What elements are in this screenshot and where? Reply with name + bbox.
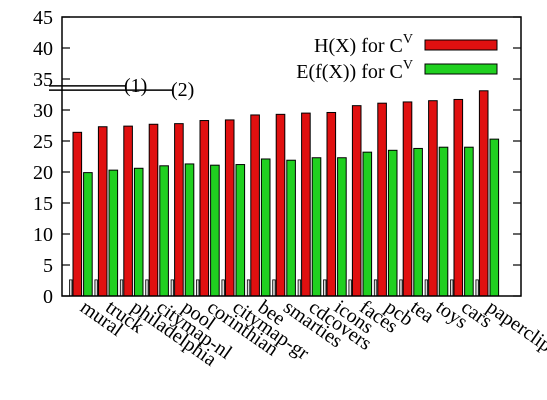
bar-h: [72, 131, 83, 297]
x-tick-label: paperclips: [483, 296, 547, 361]
base-bar: [450, 279, 454, 297]
bar-h: [275, 113, 286, 297]
bar-h: [97, 126, 108, 297]
bar-e: [337, 157, 347, 297]
bar-h: [351, 105, 362, 297]
bar-e: [387, 149, 398, 297]
y-tick-label: 45: [33, 7, 53, 29]
base-bar: [424, 279, 429, 297]
bar-h: [453, 98, 464, 297]
legend-swatch-e: [424, 63, 498, 75]
base-bar: [196, 279, 200, 297]
base-bar: [373, 279, 378, 297]
bar-e: [413, 147, 423, 297]
base-bar: [323, 279, 327, 297]
legend-label-h: H(X) for CV: [314, 32, 413, 57]
bar-h: [123, 125, 133, 297]
bar-h: [174, 123, 184, 297]
y-tick-label: 20: [33, 162, 53, 184]
bar-e: [489, 138, 500, 297]
bar-h: [478, 90, 489, 297]
bars-layer: [69, 90, 500, 297]
bar-e: [311, 157, 322, 297]
bar-e: [235, 164, 246, 297]
y-tick-label: 40: [33, 38, 53, 60]
base-bar: [119, 279, 124, 297]
bar-e: [83, 172, 93, 297]
bar-e: [362, 151, 373, 297]
reference-line-label: (2): [171, 79, 194, 101]
base-bar: [297, 279, 302, 297]
bar-e: [108, 169, 119, 297]
y-tick-label: 10: [33, 224, 53, 246]
base-bar: [348, 279, 352, 297]
bar-h: [428, 100, 438, 297]
y-tick-label: 0: [43, 286, 53, 308]
y-tick-label: 30: [33, 100, 53, 122]
base-bar: [170, 279, 175, 297]
bar-h: [377, 102, 387, 297]
base-bar: [475, 279, 479, 297]
base-bar: [94, 279, 98, 297]
plot-frame: [61, 16, 522, 297]
legend: H(X) for CV E(f(X)) for CV: [296, 32, 498, 83]
bar-h: [301, 112, 311, 297]
y-tick-label: 15: [33, 193, 53, 215]
bar-h: [199, 120, 210, 297]
bar-h: [326, 111, 337, 297]
bar-e: [260, 158, 271, 297]
reference-lines: (1) (2): [49, 75, 194, 101]
legend-label-e: E(f(X)) for CV: [296, 58, 413, 83]
bar-h: [224, 119, 235, 297]
reference-line-label: (1): [124, 75, 147, 97]
legend-swatch-h: [424, 39, 498, 51]
bar-e: [286, 159, 296, 297]
base-bar: [272, 279, 276, 297]
bar-h: [148, 123, 159, 297]
base-bar: [145, 279, 149, 297]
y-tick-label: 25: [33, 131, 53, 153]
base-bar: [246, 279, 251, 297]
y-tick-label: 5: [43, 255, 53, 277]
y-tick-label: 35: [33, 69, 53, 91]
bar-h: [250, 114, 260, 297]
bar-e: [464, 146, 474, 297]
bar-e: [133, 167, 144, 297]
base-bar: [69, 279, 73, 297]
bar-e: [438, 146, 449, 297]
bar-h: [402, 101, 413, 297]
bar-e: [184, 163, 195, 297]
bar-e: [159, 165, 169, 297]
bar-e: [210, 164, 220, 297]
base-bar: [221, 279, 225, 297]
base-bar: [399, 279, 403, 297]
